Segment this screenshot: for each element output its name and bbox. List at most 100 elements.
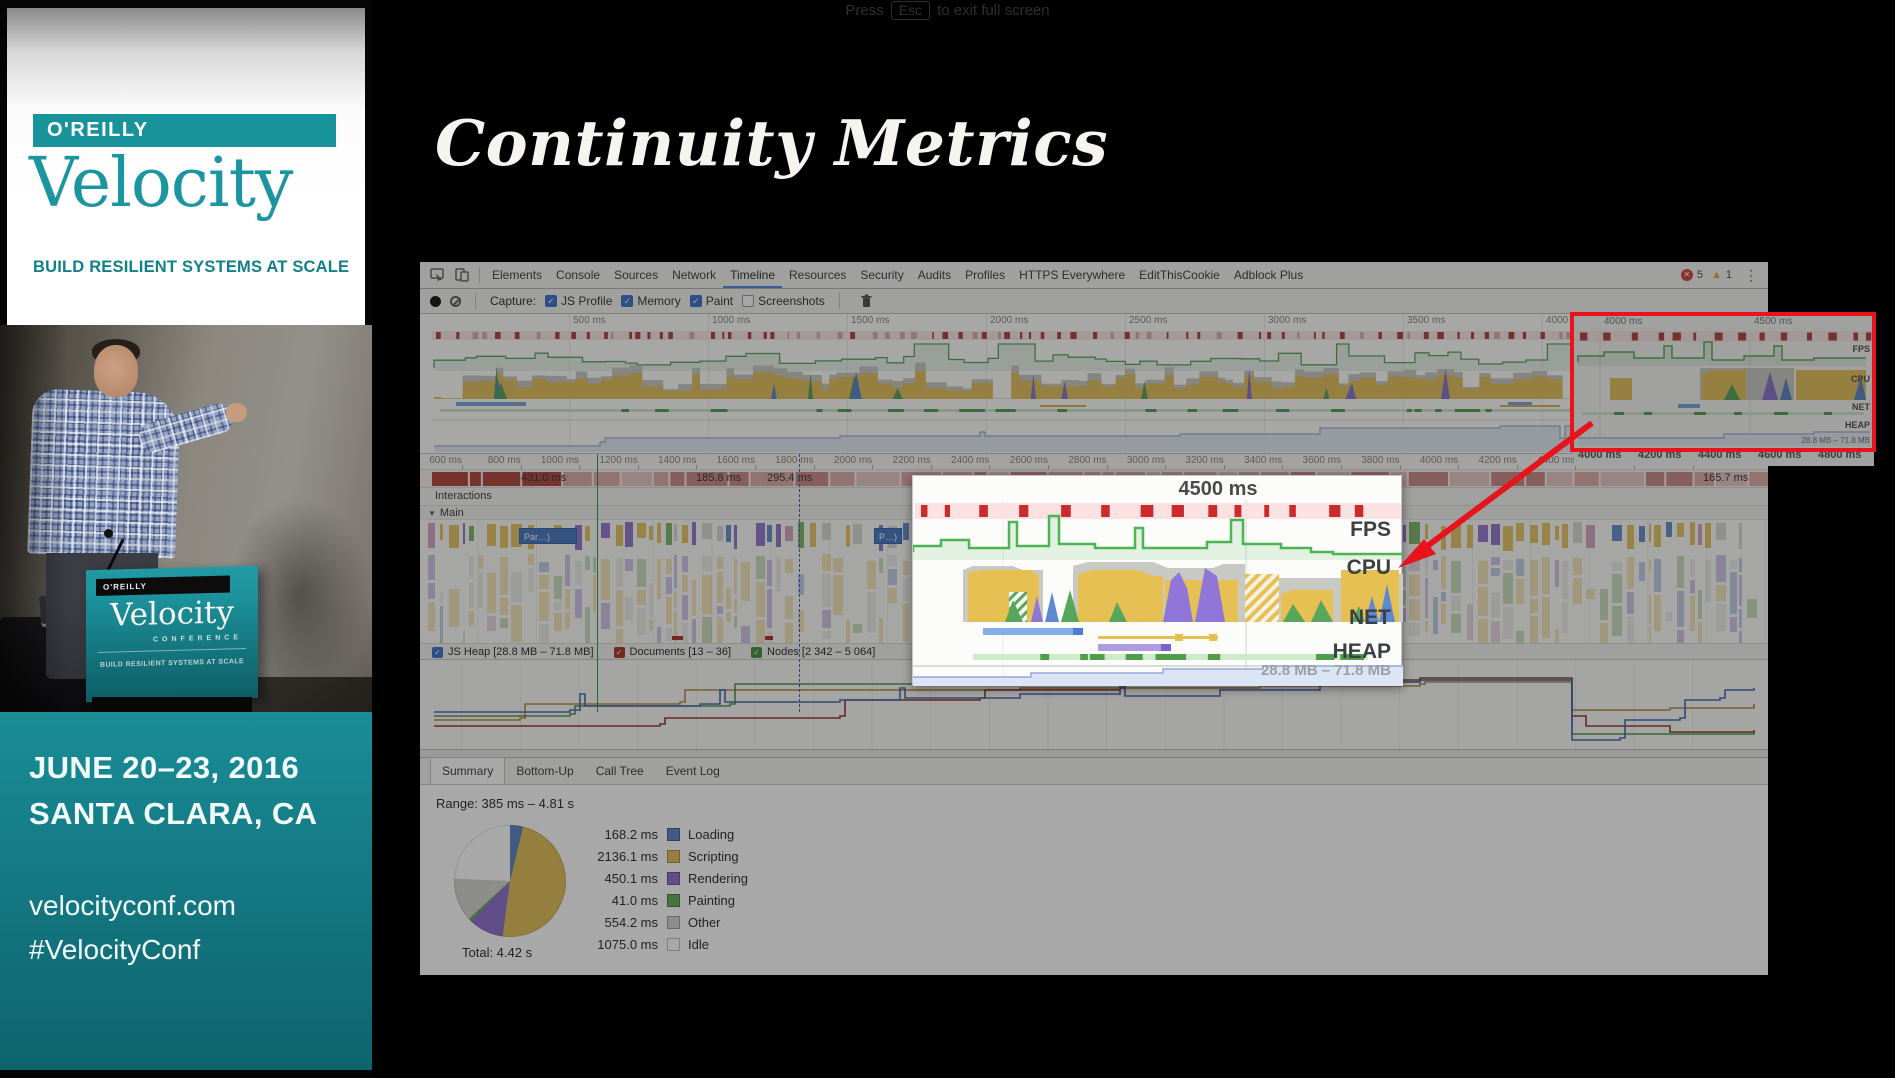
magnifier-ruler-label: 4000 ms	[1578, 449, 1622, 461]
error-badge-icon[interactable]: ✕	[1680, 269, 1693, 281]
pie-legend-swatch	[667, 871, 680, 885]
clear-recording-icon[interactable]	[450, 295, 461, 307]
counter-legend-item[interactable]: ✓ Nodes [2 342 – 5 064]	[751, 646, 875, 658]
left-column: O'REILLY Velocity BUILD RESILIENT SYSTEM…	[0, 0, 372, 1078]
detail-tick-mark	[1692, 465, 1694, 469]
flame-event-bar[interactable]: Par…)	[519, 528, 577, 544]
overview-tick-label: 2000 ms	[990, 315, 1029, 326]
detail-tick-mark	[1223, 465, 1225, 469]
inspect-element-icon[interactable]	[430, 267, 446, 283]
checkbox-checked-icon[interactable]: ✓	[621, 295, 634, 307]
checkbox-checked-icon[interactable]: ✓	[545, 295, 558, 307]
conference-dates: JUNE 20–23, 2016	[29, 750, 300, 785]
tab-editthiscookie[interactable]: EditThisCookie	[1139, 268, 1220, 282]
checkbox-checked-icon[interactable]: ✓	[689, 295, 702, 307]
summary-pane: Range: 385 ms – 4.81 s Total: 4.42 s 168…	[420, 785, 1768, 975]
esc-key: Esc	[890, 1, 931, 20]
pie-legend-value: 41.0 ms	[611, 892, 658, 908]
tab-https-everywhere[interactable]: HTTPS Everywhere	[1019, 268, 1126, 282]
detail-tick-mark	[1399, 465, 1401, 469]
conference-location: SANTA CLARA, CA	[29, 796, 318, 831]
counter-legend-item[interactable]: ✓ Documents [13 – 36]	[613, 646, 731, 658]
capture-label: Capture:	[490, 294, 537, 308]
device-toolbar-icon[interactable]	[454, 267, 470, 283]
magnifier-tick-label: 4500 ms	[1754, 316, 1793, 327]
checkbox-checked-icon[interactable]: ✓	[751, 646, 763, 658]
pie-legend-row: 554.2 ms Other	[570, 911, 748, 933]
range-label: Range: 385 ms – 4.81 s	[436, 796, 575, 811]
velocity-wordmark: Velocity	[29, 144, 293, 223]
pie-legend-swatch	[667, 893, 680, 907]
kebab-menu-icon[interactable]: ⋮	[1744, 266, 1758, 283]
conference-hashtag: #VelocityConf	[29, 934, 201, 965]
tab-security[interactable]: Security	[860, 268, 904, 282]
dcl-event-marker	[799, 454, 800, 712]
tab-console[interactable]: Console	[556, 268, 601, 282]
capture-option-screenshots[interactable]: Screenshots	[742, 294, 825, 308]
oreilly-logo: O'REILLY	[33, 114, 336, 147]
magnifier-tick-label: 4000 ms	[1604, 316, 1643, 327]
overview-tick-label: 500 ms	[573, 315, 606, 326]
magnifier-track-label: NET	[1852, 402, 1870, 412]
magnifier-track-label: CPU	[1850, 374, 1870, 384]
pie-legend-label: Rendering	[688, 870, 748, 886]
trash-icon[interactable]	[860, 294, 873, 308]
warning-badge-icon[interactable]: ▲	[1710, 269, 1722, 281]
tab-timeline[interactable]: Timeline	[723, 262, 783, 288]
tab-resources[interactable]: Resources	[789, 268, 847, 282]
checkbox-unchecked-icon[interactable]	[742, 295, 755, 307]
bottom-tab-call-tree[interactable]: Call Tree	[595, 764, 644, 778]
detail-tick-mark	[1106, 465, 1108, 469]
detail-tick-label: 2200 ms	[892, 455, 931, 466]
bottom-tab-event-log[interactable]: Event Log	[665, 764, 720, 778]
bottom-tab-bottom-up[interactable]: Bottom-Up	[516, 764, 574, 778]
detail-tick-mark	[755, 465, 756, 469]
tab-elements[interactable]: Elements	[492, 268, 543, 282]
toast-text-pre: Press	[845, 2, 884, 19]
overview-tick-label: 4000 ms	[1546, 315, 1585, 326]
checkbox-checked-icon[interactable]: ✓	[613, 646, 625, 658]
summary-pie-chart	[454, 825, 566, 937]
capture-option-memory[interactable]: ✓ Memory	[621, 294, 681, 308]
frame-duration-label: 165.7 ms	[1703, 472, 1749, 484]
tab-network[interactable]: Network	[672, 268, 717, 282]
capture-option-paint[interactable]: ✓ Paint	[689, 294, 733, 308]
tab-sources[interactable]: Sources	[614, 268, 659, 282]
pie-legend-swatch	[667, 937, 680, 951]
magnifier-ruler-label: 4800 ms	[1818, 449, 1862, 461]
tab-audits[interactable]: Audits	[917, 268, 952, 282]
detail-tick-mark	[989, 465, 991, 469]
overview-tick-label: 2500 ms	[1129, 315, 1168, 326]
load-event-marker	[597, 454, 598, 712]
pie-legend-label: Idle	[688, 936, 709, 952]
pie-legend-row: 41.0 ms Painting	[570, 889, 748, 911]
pie-legend-value: 168.2 ms	[604, 826, 658, 842]
tab-profiles[interactable]: Profiles	[965, 268, 1006, 282]
magnifier-track-label: HEAP	[1844, 420, 1870, 430]
detail-tick-mark	[696, 465, 698, 469]
pie-legend-label: Painting	[688, 892, 735, 908]
pie-legend-value: 2136.1 ms	[597, 848, 658, 864]
tab-adblock-plus[interactable]: Adblock Plus	[1233, 268, 1304, 282]
capture-option-js-profile[interactable]: ✓ JS Profile	[545, 294, 612, 308]
checkbox-checked-icon[interactable]: ✓	[432, 646, 443, 658]
counter-legend-item[interactable]: ✓ JS Heap [28.8 MB – 71.8 MB]	[432, 646, 594, 658]
flame-event-bar[interactable]: P…)	[874, 528, 902, 544]
detail-tick-mark	[930, 465, 932, 469]
detail-tick-label: 3200 ms	[1185, 455, 1224, 466]
detail-tick-mark	[1048, 465, 1049, 469]
frame-duration-label: 295.4 ms	[767, 472, 813, 484]
velocity-logo-card: O'REILLY Velocity BUILD RESILIENT SYSTEM…	[7, 8, 365, 325]
detail-tick-label: 1400 ms	[658, 455, 697, 466]
detail-tick-mark	[813, 465, 815, 469]
magnifier-ruler-label: 4200 ms	[1638, 449, 1682, 461]
toolbar-separator	[838, 293, 840, 309]
capture-toolbar: Capture: ✓ JS Profile ✓ Memory ✓ Paint Screensh…	[420, 289, 1768, 314]
record-button[interactable]	[430, 295, 441, 307]
detail-tick-label: 3000 ms	[1126, 455, 1166, 466]
pie-legend-row: 2136.1 ms Scripting	[570, 845, 748, 867]
bottom-tab-summary[interactable]: Summary	[430, 757, 506, 784]
detail-tick-mark	[1516, 465, 1518, 469]
pie-legend-row: 1075.0 ms Idle	[570, 933, 748, 955]
detail-tick-label: 1000 ms	[540, 455, 580, 466]
